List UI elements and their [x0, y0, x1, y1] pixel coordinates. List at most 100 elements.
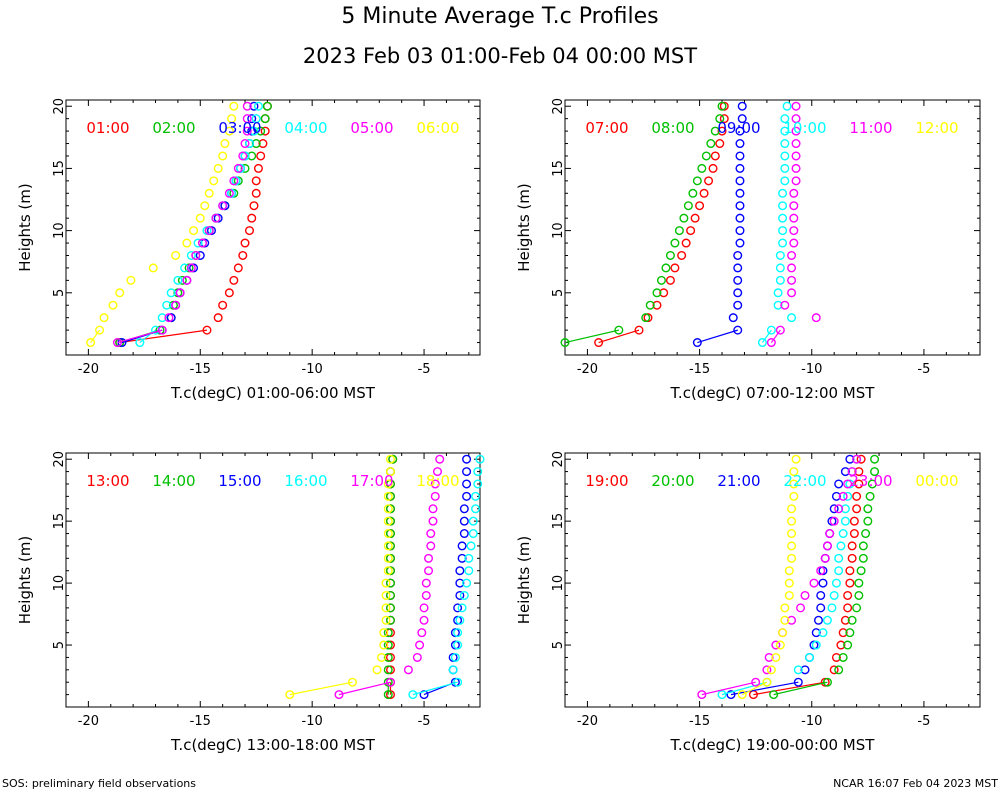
data-point	[453, 677, 463, 687]
data-point	[204, 188, 214, 198]
legend-entry: 11:00	[849, 119, 892, 137]
data-point	[843, 590, 853, 600]
data-point	[787, 263, 797, 273]
series-segment	[753, 681, 826, 696]
data-point	[775, 275, 785, 285]
data-point	[715, 114, 725, 124]
x-tick-label: -15	[689, 714, 710, 729]
data-point	[186, 263, 196, 273]
series-segment	[761, 329, 772, 343]
legend-entry: 07:00	[585, 119, 628, 137]
data-point	[426, 541, 436, 551]
data-point	[778, 201, 788, 211]
data-point	[733, 263, 743, 273]
data-point	[670, 263, 680, 273]
data-point	[831, 491, 841, 501]
data-point	[780, 300, 790, 310]
footer-timestamp: NCAR 16:07 Feb 04 2023 MST	[833, 777, 998, 790]
data-point	[863, 504, 873, 514]
data-point	[816, 566, 826, 576]
y-tick-label: 20	[52, 98, 67, 115]
data-point	[175, 288, 185, 298]
plot-frame	[564, 99, 981, 356]
data-point	[697, 163, 707, 173]
data-point	[780, 114, 790, 124]
data-point	[847, 541, 857, 551]
data-point	[733, 275, 743, 285]
data-point	[260, 126, 270, 136]
data-point	[811, 628, 821, 638]
data-point	[692, 176, 702, 186]
x-tick-label: -20	[577, 714, 598, 729]
data-point	[218, 201, 228, 211]
data-point	[704, 176, 714, 186]
data-point	[112, 338, 122, 348]
data-point	[677, 250, 687, 260]
data-point	[182, 238, 192, 248]
data-point	[834, 566, 844, 576]
data-point	[840, 467, 850, 477]
data-point	[854, 590, 864, 600]
data-point	[383, 541, 393, 551]
legend-entry: 18:00	[416, 472, 459, 490]
data-point	[762, 665, 772, 675]
data-point	[256, 126, 266, 136]
data-point	[220, 139, 230, 149]
data-point	[800, 590, 810, 600]
data-point	[242, 114, 252, 124]
data-point	[789, 479, 799, 489]
data-point	[849, 529, 859, 539]
data-point	[787, 529, 797, 539]
data-point	[95, 325, 105, 335]
data-point	[787, 541, 797, 551]
y-tick-label: 10	[551, 575, 566, 592]
data-point	[800, 665, 810, 675]
data-point	[695, 201, 705, 211]
data-point	[242, 101, 252, 111]
data-point	[787, 615, 797, 625]
data-point	[419, 603, 429, 613]
data-point	[849, 516, 859, 526]
data-point	[670, 238, 680, 248]
data-point	[224, 288, 234, 298]
data-point	[209, 176, 219, 186]
data-point	[766, 325, 776, 335]
legend-entry: 10:00	[783, 119, 826, 137]
x-tick-label: -20	[577, 362, 598, 377]
data-point	[737, 101, 747, 111]
data-point	[115, 288, 125, 298]
data-point	[701, 151, 711, 161]
data-point	[831, 652, 841, 662]
data-point	[838, 491, 848, 501]
data-point	[852, 504, 862, 514]
data-point	[811, 640, 821, 650]
y-axis-label: Heights (m)	[16, 183, 34, 271]
data-point	[171, 300, 181, 310]
data-point	[778, 188, 788, 198]
data-point	[762, 677, 772, 687]
data-point	[863, 516, 873, 526]
data-point	[733, 300, 743, 310]
data-point	[805, 652, 815, 662]
x-tick-label: -20	[78, 714, 99, 729]
x-tick-label: -15	[190, 362, 211, 377]
data-point	[735, 213, 745, 223]
data-point	[240, 238, 250, 248]
data-point	[708, 163, 718, 173]
data-point	[679, 213, 689, 223]
data-point	[784, 578, 794, 588]
data-point	[789, 226, 799, 236]
data-point	[791, 151, 801, 161]
data-point	[383, 665, 393, 675]
data-point	[829, 516, 839, 526]
legend-entry: 04:00	[284, 119, 327, 137]
legend-entry: 00:00	[915, 472, 958, 490]
data-point	[251, 139, 261, 149]
data-point	[464, 553, 474, 563]
legend-entry: 19:00	[585, 472, 628, 490]
data-point	[865, 491, 875, 501]
data-point	[247, 151, 257, 161]
data-point	[177, 275, 187, 285]
data-point	[818, 628, 828, 638]
data-point	[771, 640, 781, 650]
